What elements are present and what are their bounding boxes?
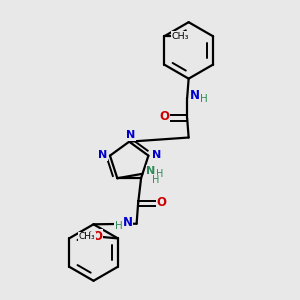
Text: O: O <box>92 230 103 242</box>
Text: CH₃: CH₃ <box>172 32 189 41</box>
Text: N: N <box>123 216 133 229</box>
Text: O: O <box>157 196 166 208</box>
Text: N: N <box>98 150 107 160</box>
Text: N: N <box>152 150 161 160</box>
Text: H: H <box>115 221 123 231</box>
Text: N: N <box>146 166 155 176</box>
Text: H: H <box>200 94 207 104</box>
Text: O: O <box>159 110 169 123</box>
Text: N: N <box>126 130 135 140</box>
Text: N: N <box>190 89 200 102</box>
Text: H: H <box>156 169 164 179</box>
Text: CH₃: CH₃ <box>79 232 95 242</box>
Text: H: H <box>152 175 160 185</box>
